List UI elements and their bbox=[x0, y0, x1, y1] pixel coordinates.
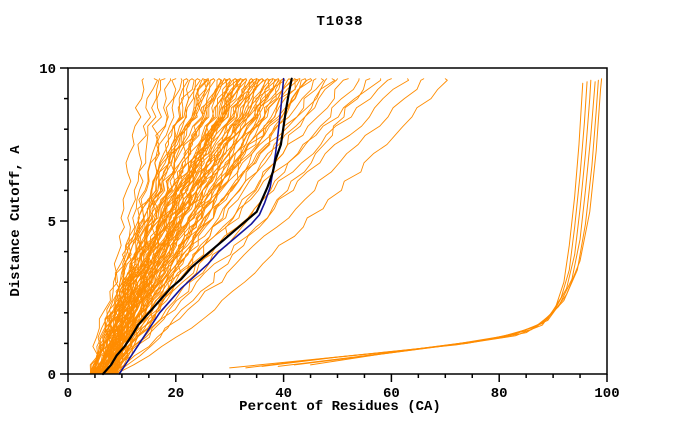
chart-title: T1038 bbox=[316, 14, 364, 30]
svg-text:5: 5 bbox=[48, 215, 56, 231]
svg-text:0: 0 bbox=[48, 368, 56, 384]
svg-text:10: 10 bbox=[39, 62, 56, 78]
svg-text:60: 60 bbox=[383, 386, 400, 402]
x-axis-label: Percent of Residues (CA) bbox=[239, 399, 441, 415]
svg-text:20: 20 bbox=[167, 386, 184, 402]
svg-text:80: 80 bbox=[491, 386, 508, 402]
svg-text:40: 40 bbox=[275, 386, 292, 402]
svg-text:0: 0 bbox=[64, 386, 72, 402]
svg-text:100: 100 bbox=[594, 386, 619, 402]
